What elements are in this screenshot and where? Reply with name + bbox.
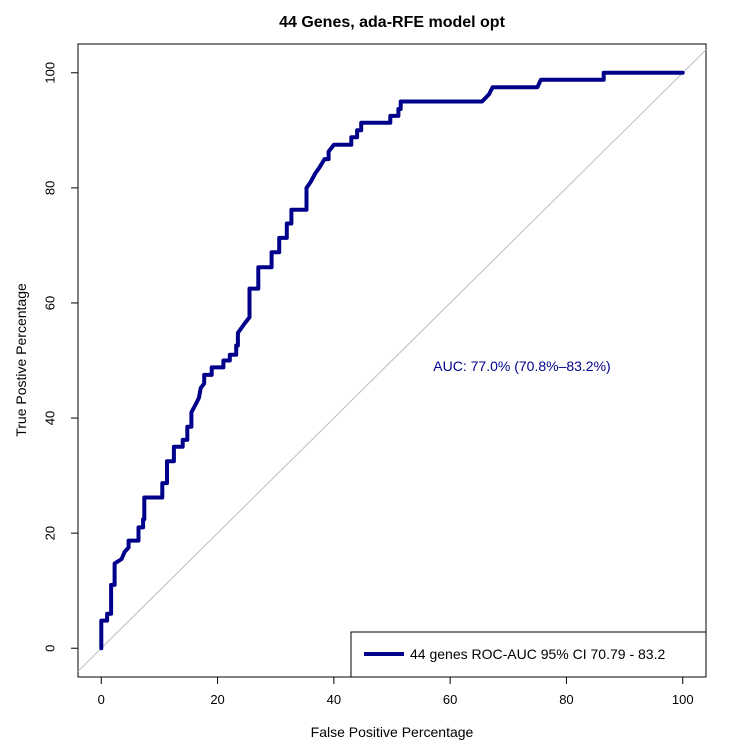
x-axis-label: False Positive Percentage <box>311 724 474 740</box>
x-tick-label: 80 <box>559 692 573 707</box>
x-axis: 0 20 40 60 80 100 <box>98 676 694 707</box>
reference-line-layer <box>77 49 707 672</box>
x-tick-label: 60 <box>443 692 457 707</box>
legend: 44 genes ROC-AUC 95% CI 70.79 - 83.2 <box>350 631 707 678</box>
x-tick-label: 40 <box>327 692 341 707</box>
y-tick-label: 80 <box>42 181 57 195</box>
y-axis: 0 20 40 60 80 100 <box>42 62 79 652</box>
legend-box <box>350 631 707 678</box>
x-tick-label: 0 <box>98 692 105 707</box>
series-layer <box>99 70 685 651</box>
y-axis-label: True Postive Percentage <box>13 283 29 437</box>
y-tick-label: 60 <box>42 296 57 310</box>
auc-annotation: AUC: 77.0% (70.8%–83.2%) <box>433 358 610 374</box>
y-tick-label: 100 <box>42 62 57 84</box>
x-tick-label: 100 <box>672 692 694 707</box>
roc-curve-line <box>99 70 685 651</box>
y-tick-label: 20 <box>42 526 57 540</box>
y-tick-label: 40 <box>42 411 57 425</box>
y-tick-label: 0 <box>42 645 57 652</box>
legend-label: 44 genes ROC-AUC 95% CI 70.79 - 83.2 <box>410 646 665 662</box>
diagonal-reference-line <box>77 49 707 672</box>
chart-title: 44 Genes, ada-RFE model opt <box>279 14 506 31</box>
x-tick-label: 20 <box>210 692 224 707</box>
